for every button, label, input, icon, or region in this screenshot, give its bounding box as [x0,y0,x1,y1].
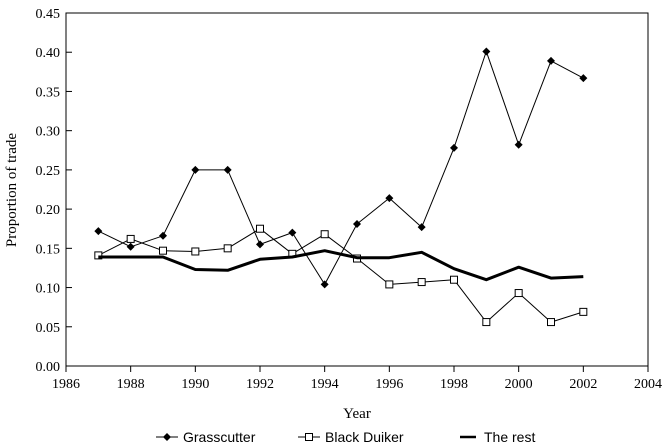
data-point-grasscutter [547,56,555,65]
data-point-black-duiker [579,307,588,316]
data-point-grasscutter [385,194,394,203]
data-point-black-duiker [159,246,167,255]
data-point-grasscutter [482,47,491,56]
legend-label-the-rest: The rest [484,429,535,445]
x-tick-label: 1990 [181,377,209,392]
data-point-grasscutter [223,165,232,174]
x-tick-label: 1994 [311,377,339,392]
x-tick-label: 2004 [634,377,662,392]
legend: Grasscutter Black Duiker The rest [156,429,535,445]
data-point-grasscutter [417,223,426,232]
data-point-black-duiker [126,234,135,243]
x-tick-label: 1992 [246,377,274,392]
y-tick-label: 0.30 [36,125,61,140]
data-point-black-duiker [191,247,200,256]
series-black-duiker [94,224,588,327]
data-point-black-duiker [482,318,491,327]
series-grasscutter [94,47,588,289]
y-tick-label: 0.00 [36,360,61,375]
data-point-black-duiker [94,251,103,260]
data-point-grasscutter [288,228,297,237]
y-tick-label: 0.25 [36,164,61,179]
y-tick-label: 0.45 [36,7,61,22]
data-point-grasscutter [353,220,361,229]
data-point-black-duiker [514,289,523,298]
data-point-grasscutter [579,74,588,83]
x-axis: 1986 1988 1990 1992 1994 1996 1998 2000 2002 2004 [52,366,662,392]
open-square-marker-icon [305,433,313,441]
series-line-grasscutter [98,50,584,285]
legend-item-grasscutter: Grasscutter [156,429,256,445]
y-axis-title: Proportion of trade [4,133,20,247]
series-the-rest [98,249,584,282]
data-point-black-duiker [417,278,426,287]
x-tick-label: 2002 [569,377,597,392]
legend-label-grasscutter: Grasscutter [183,429,256,445]
series-line-the-rest [98,249,584,282]
data-point-grasscutter [126,242,135,251]
data-point-black-duiker [547,318,555,327]
y-tick-label: 0.40 [36,46,61,61]
data-point-grasscutter [320,280,329,289]
y-tick-label: 0.20 [36,203,61,218]
legend-item-the-rest: The rest [460,429,535,445]
x-axis-title: Year [343,406,371,422]
data-point-black-duiker [385,280,394,289]
plot-area-frame [65,12,649,367]
y-axis: 0.00 0.05 0.10 0.15 0.20 0.25 0.30 0.35 0.40 0.45 [36,7,72,375]
series-line-black-duiker [98,228,584,323]
series-layer [94,47,588,327]
legend-item-black-duiker: Black Duiker [298,429,404,445]
x-tick-label: 1986 [52,377,80,392]
y-tick-label: 0.05 [36,321,61,336]
data-point-black-duiker [320,230,329,239]
data-point-grasscutter [514,140,523,149]
x-tick-label: 1996 [375,377,403,392]
data-point-grasscutter [450,143,458,152]
y-tick-label: 0.15 [36,242,61,257]
x-tick-label: 1998 [440,377,468,392]
y-tick-label: 0.10 [36,282,61,297]
data-point-grasscutter [159,231,167,240]
data-point-black-duiker [223,244,232,253]
y-tick-label: 0.35 [36,85,61,100]
x-tick-label: 2000 [505,377,533,392]
legend-label-black-duiker: Black Duiker [325,429,404,445]
data-point-black-duiker [256,224,264,233]
diamond-marker-icon [163,433,171,441]
data-point-grasscutter [94,227,103,236]
x-tick-label: 1988 [117,377,145,392]
data-point-grasscutter [191,165,200,174]
data-point-grasscutter [256,240,264,249]
data-point-black-duiker [450,275,458,284]
